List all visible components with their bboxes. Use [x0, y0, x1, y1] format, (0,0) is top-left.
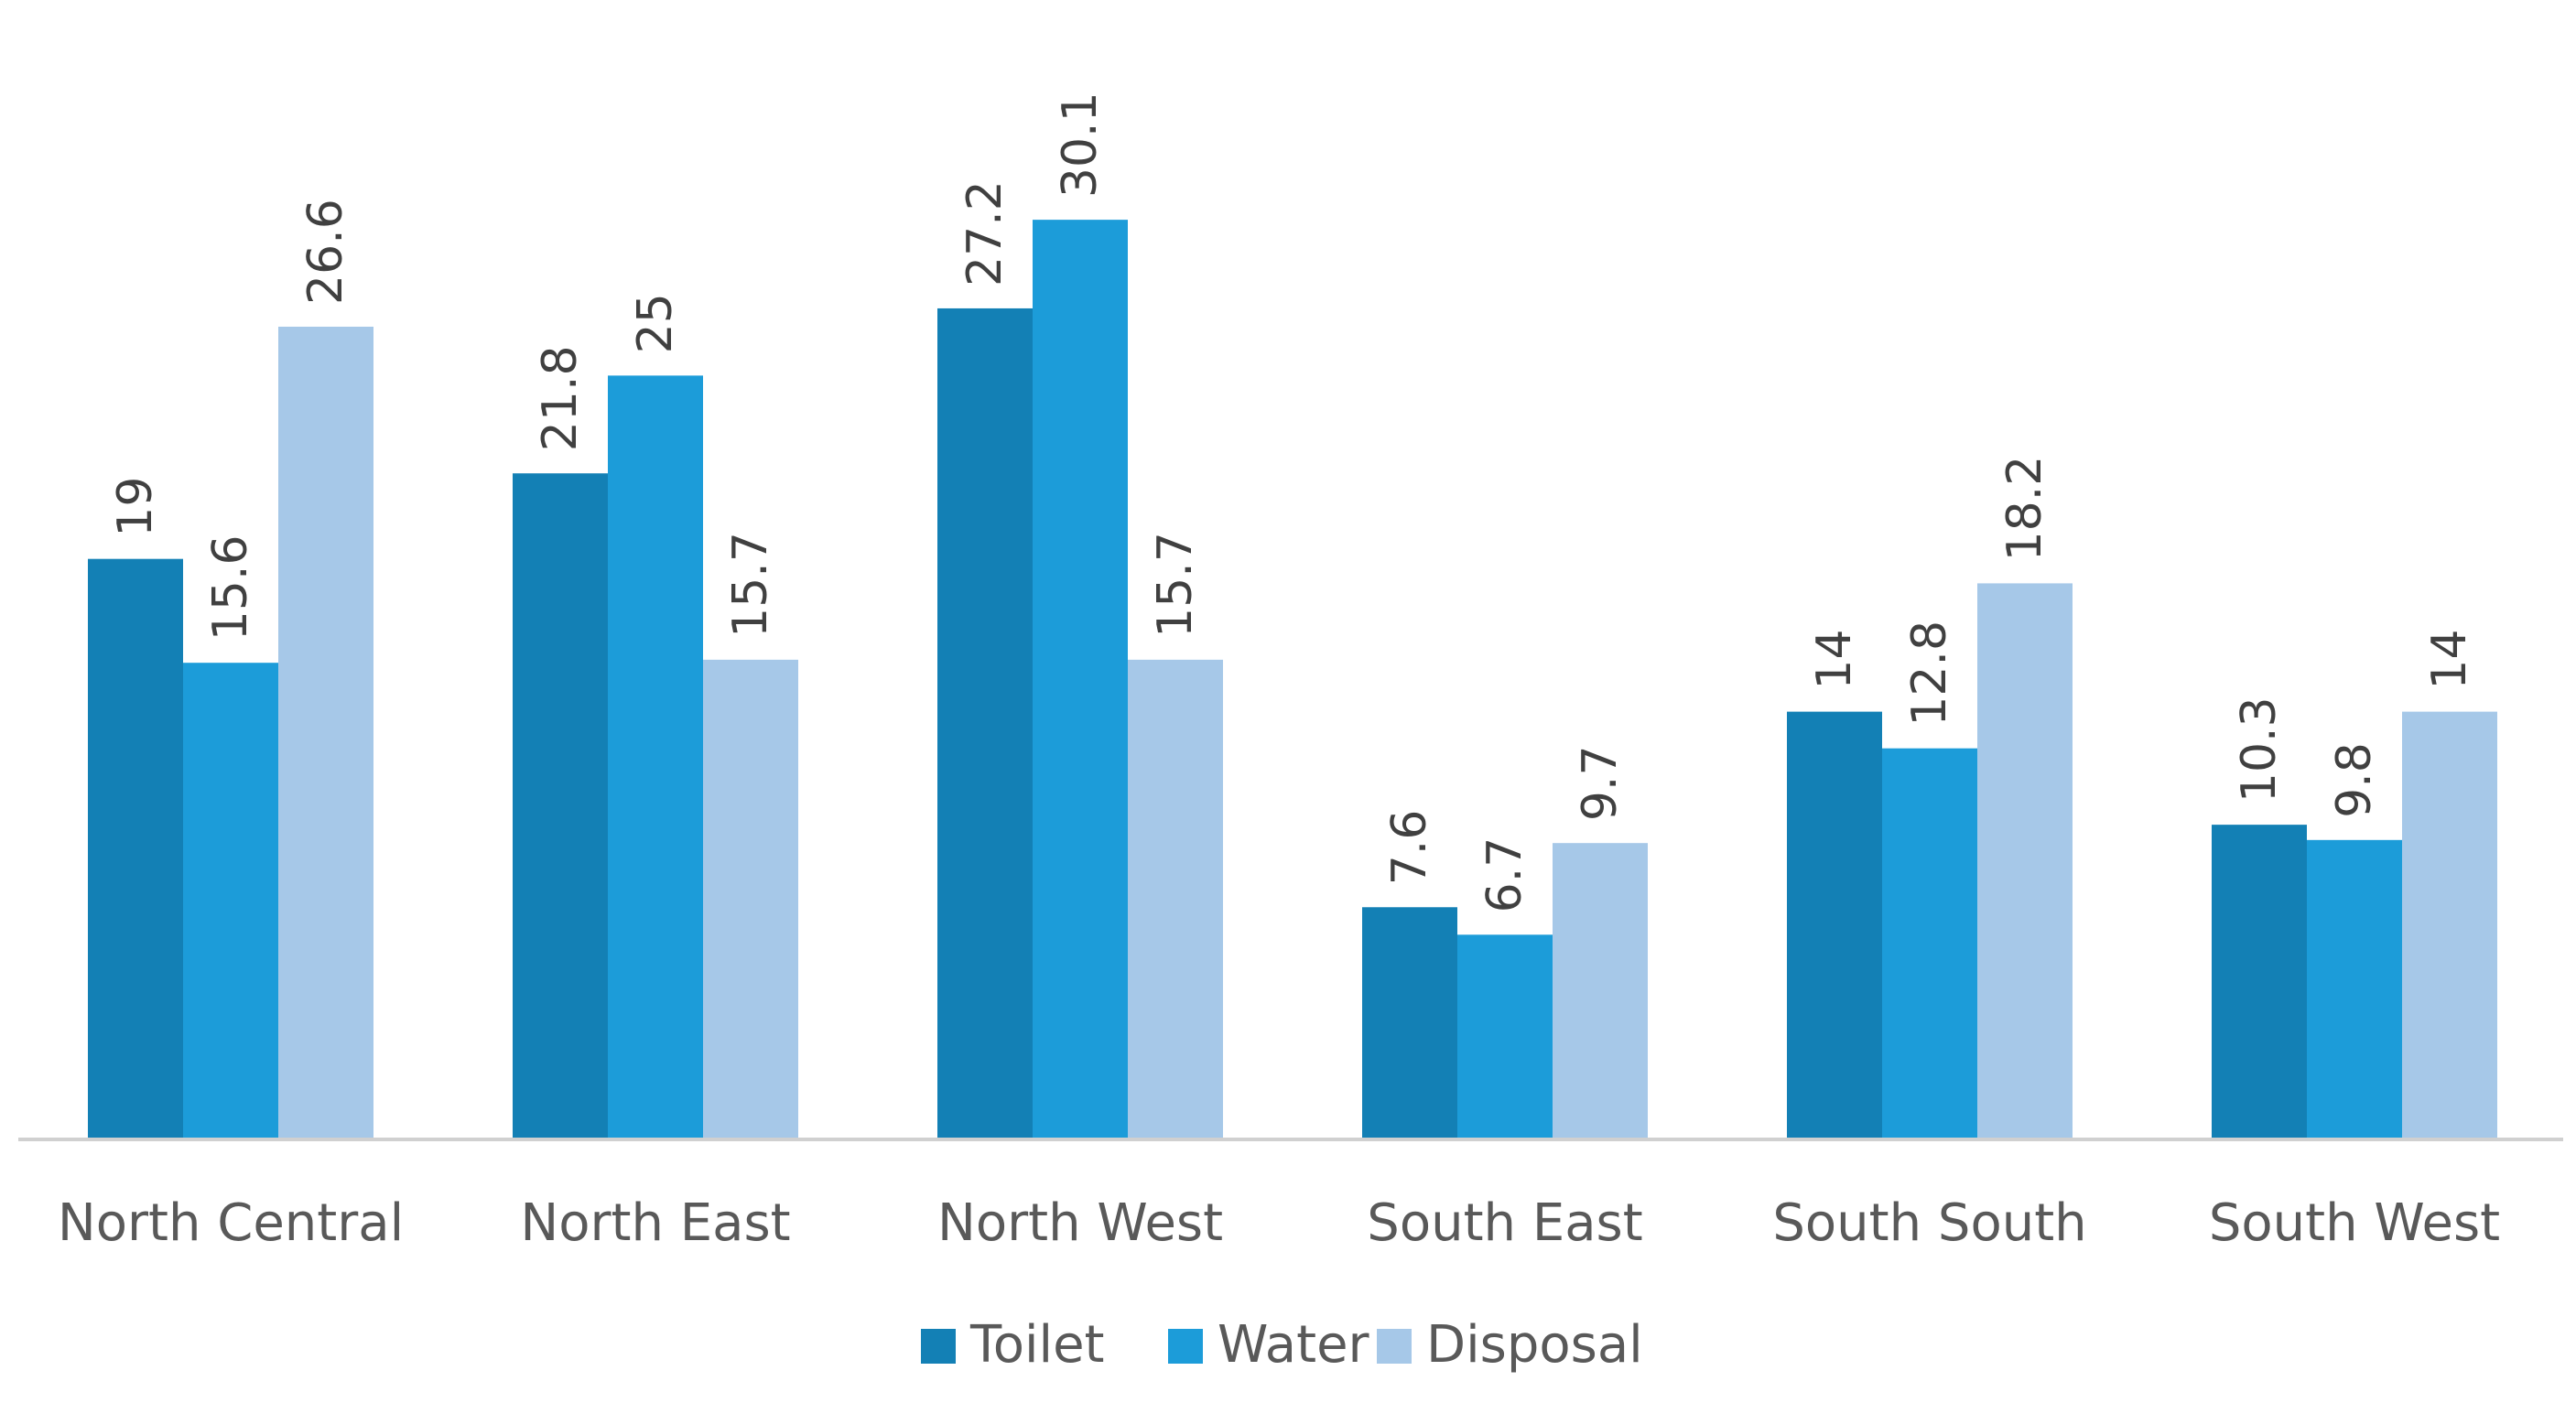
- data-label-north-west-toilet: 27.2: [958, 180, 1012, 286]
- data-label-north-west-water: 30.1: [1053, 92, 1108, 198]
- bar-north-east-disposal: [703, 659, 798, 1139]
- data-label-south-west-disposal: 14: [2422, 629, 2477, 689]
- data-label-south-east-disposal: 9.7: [1573, 745, 1628, 821]
- legend-swatch-disposal: [1377, 1329, 1412, 1364]
- x-tick-south-west: South West: [2209, 1193, 2500, 1253]
- bar-north-east-water: [608, 375, 703, 1139]
- data-label-north-east-disposal: 15.7: [723, 532, 778, 638]
- bars-layer: [88, 220, 2497, 1140]
- bar-south-east-toilet: [1362, 907, 1457, 1139]
- legend-label-water: Water: [1218, 1315, 1370, 1375]
- data-label-north-west-disposal: 15.7: [1148, 532, 1203, 638]
- data-labels-layer: 19 15.6 26.6 21.8 25 15.7 27.2 30.1 15.7 7.6 6.7 9.…: [108, 92, 2477, 912]
- data-label-south-south-toilet: 14: [1807, 629, 1862, 689]
- bar-north-west-water: [1033, 220, 1128, 1140]
- legend-swatch-toilet: [921, 1329, 956, 1364]
- data-label-south-west-water: 9.8: [2327, 742, 2382, 818]
- bar-south-east-water: [1457, 934, 1553, 1139]
- x-tick-north-central: North Central: [58, 1193, 404, 1253]
- data-label-north-central-toilet: 19: [108, 477, 163, 537]
- bar-north-east-toilet: [513, 473, 608, 1139]
- bar-south-south-disposal: [1977, 583, 2073, 1139]
- data-label-north-east-water: 25: [628, 293, 683, 353]
- x-tick-south-east: South East: [1367, 1193, 1642, 1253]
- legend-label-disposal: Disposal: [1426, 1315, 1643, 1375]
- x-tick-north-east: North East: [520, 1193, 790, 1253]
- bar-south-west-toilet: [2212, 825, 2307, 1139]
- data-label-south-south-water: 12.8: [1902, 621, 1957, 727]
- legend-item-water: Water: [1168, 1315, 1370, 1375]
- bar-south-south-toilet: [1787, 711, 1882, 1139]
- data-label-south-east-water: 6.7: [1477, 837, 1532, 913]
- bar-north-central-disposal: [278, 326, 373, 1139]
- x-tick-south-south: South South: [1772, 1193, 2086, 1253]
- data-label-south-west-toilet: 10.3: [2232, 696, 2287, 803]
- bar-north-central-toilet: [88, 558, 183, 1139]
- bar-south-west-disposal: [2402, 711, 2497, 1139]
- data-label-south-east-toilet: 7.6: [1382, 810, 1437, 886]
- bar-south-west-water: [2307, 839, 2402, 1139]
- bar-north-west-toilet: [937, 308, 1033, 1139]
- bar-north-west-disposal: [1128, 659, 1223, 1139]
- data-label-north-central-water: 15.6: [203, 534, 258, 641]
- bar-south-east-disposal: [1553, 843, 1648, 1139]
- x-tick-north-west: North West: [937, 1193, 1223, 1253]
- bar-north-central-water: [183, 663, 278, 1139]
- legend-swatch-water: [1168, 1329, 1203, 1364]
- data-label-south-south-disposal: 18.2: [1997, 456, 2052, 562]
- legend-item-disposal: Disposal: [1377, 1315, 1643, 1375]
- legend: Toilet Water Disposal: [921, 1315, 1643, 1375]
- data-label-north-central-disposal: 26.6: [298, 199, 353, 305]
- data-label-north-east-toilet: 21.8: [533, 345, 588, 451]
- legend-label-toilet: Toilet: [969, 1315, 1104, 1375]
- legend-item-toilet: Toilet: [921, 1315, 1104, 1375]
- x-axis-tick-labels: North Central North East North West South E…: [58, 1193, 2500, 1253]
- bar-south-south-water: [1882, 748, 1977, 1139]
